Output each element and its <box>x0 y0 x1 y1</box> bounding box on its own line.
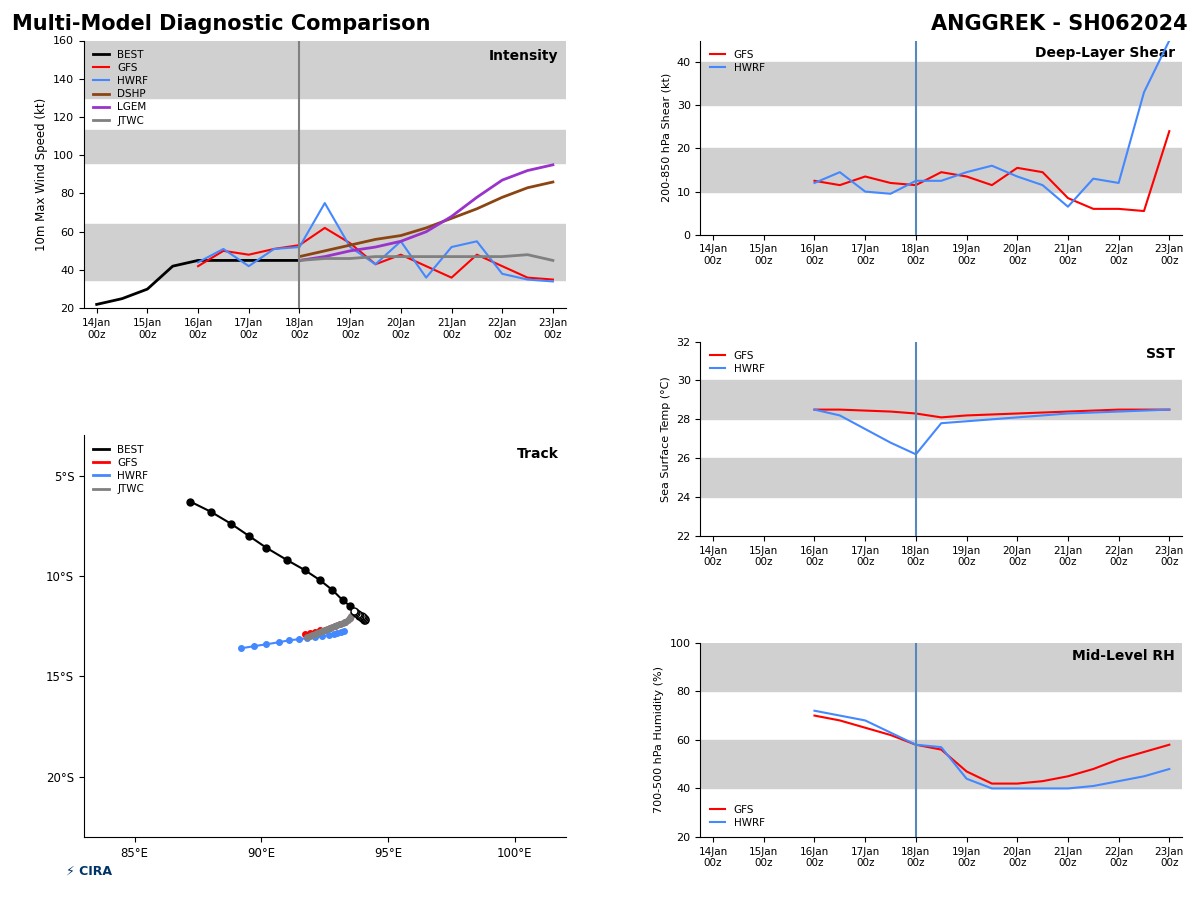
Text: SST: SST <box>1146 347 1175 362</box>
Text: Multi-Model Diagnostic Comparison: Multi-Model Diagnostic Comparison <box>12 14 431 33</box>
Legend: BEST, GFS, HWRF, JTWC: BEST, GFS, HWRF, JTWC <box>89 441 152 499</box>
Text: ⚡ CIRA: ⚡ CIRA <box>66 865 112 878</box>
Bar <box>701 62 1182 105</box>
Legend: GFS, HWRF: GFS, HWRF <box>706 346 769 378</box>
Text: Track: Track <box>516 447 558 462</box>
Y-axis label: 200-850 hPa Shear (kt): 200-850 hPa Shear (kt) <box>661 73 671 203</box>
Text: Deep-Layer Shear: Deep-Layer Shear <box>1034 46 1175 60</box>
Bar <box>84 130 565 163</box>
Text: Mid-Level RH: Mid-Level RH <box>1072 649 1175 662</box>
Bar <box>84 224 565 280</box>
Bar <box>701 148 1182 192</box>
Y-axis label: 10m Max Wind Speed (kt): 10m Max Wind Speed (kt) <box>35 98 48 251</box>
Legend: GFS, HWRF: GFS, HWRF <box>706 800 769 832</box>
Text: ANGGREK - SH062024: ANGGREK - SH062024 <box>931 14 1188 33</box>
Bar <box>701 740 1182 788</box>
Text: Intensity: Intensity <box>488 49 558 62</box>
Bar <box>701 458 1182 497</box>
Legend: GFS, HWRF: GFS, HWRF <box>706 46 769 77</box>
Bar <box>84 40 565 98</box>
Legend: BEST, GFS, HWRF, DSHP, LGEM, JTWC: BEST, GFS, HWRF, DSHP, LGEM, JTWC <box>89 46 152 130</box>
Bar <box>701 643 1182 691</box>
Y-axis label: 700-500 hPa Humidity (%): 700-500 hPa Humidity (%) <box>654 666 664 814</box>
Bar <box>701 381 1182 419</box>
Y-axis label: Sea Surface Temp (°C): Sea Surface Temp (°C) <box>661 376 671 501</box>
